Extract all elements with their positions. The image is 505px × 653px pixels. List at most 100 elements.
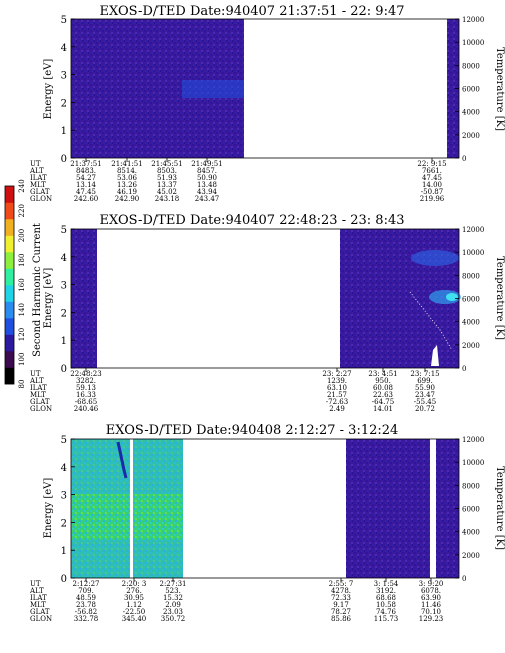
ephemeris-row-label: GLON [30,405,52,413]
ephemeris-value: 115.73 [374,615,399,623]
ephemeris-value: 8483. [76,167,96,175]
energy-tick-label: 1 [61,126,67,137]
ephemeris-value: -55.45 [414,398,436,406]
ephemeris-value: 16.33 [76,391,96,399]
ephemeris-value: 3: 1:54 [374,580,399,588]
panel-3-shade-top-2 [133,439,183,494]
ephemeris-value: 74.76 [376,608,397,616]
ephemeris-value: 13.26 [117,181,138,189]
colorbar-swatch [5,367,14,385]
temperature-tick-label: 6000 [462,296,480,304]
ephemeris-row-label: MLT [30,181,46,189]
ephemeris-value: 70.10 [421,608,441,616]
ephemeris-row-label: UT [30,580,41,588]
ephemeris-row-label: UT [30,160,41,168]
ephemeris-value: 243.18 [155,195,180,203]
ephemeris-value: 60.08 [373,384,393,392]
ephemeris-value: 3192. [376,587,396,595]
ephemeris-row-label: GLAT [30,188,50,196]
ephemeris-value: 2.09 [165,601,181,609]
ephemeris-value: 2:55: 7 [329,580,354,588]
ephemeris-value: 22: 9:15 [417,160,446,168]
temperature-tick-label: 10000 [462,459,484,467]
ephemeris-value: 8514. [117,167,137,175]
panel-1-y2label: Temperature [K] [494,47,505,131]
colorbar-swatches [5,186,14,385]
colorbar-tick-label: 220 [18,204,26,217]
ephemeris-value: 72.33 [331,594,351,602]
colorbar-swatch [5,301,14,319]
ephemeris-value: 10.58 [376,601,396,609]
ephemeris-value: 243.47 [195,195,220,203]
colorbar-swatch [5,252,14,269]
ephemeris-value: 276. [126,587,142,595]
ephemeris-value: 4278. [331,587,351,595]
ephemeris-value: 22:48:23 [70,370,101,378]
ephemeris-value: -22.50 [123,608,145,616]
ephemeris-value: 242.90 [115,195,140,203]
panel-2-data-band-1 [71,229,97,368]
ephemeris-value: 43.94 [197,188,218,196]
ephemeris-value: 1239. [327,377,347,385]
panel-1-title: EXOS-D/TED Date:940407 21:37:51 - 22: 9:… [100,4,405,19]
energy-tick-label: 3 [61,281,67,292]
ephemeris-value: -50.87 [421,188,443,196]
ephemeris-value: 23: 2:27 [322,370,351,378]
ephemeris-value: 13.14 [76,181,97,189]
ephemeris-value: 13.37 [157,181,177,189]
temperature-tick-label: 6000 [462,86,480,94]
panel-3-shade-bottom-1 [71,540,130,578]
panel-1-ephemeris: UTALTILATMLTGLATGLON21:37:518483.54.2713… [29,158,447,203]
panel-1-feature-band [182,80,244,98]
ephemeris-value: 21.57 [327,391,347,399]
temperature-tick-label: 12000 [462,436,484,444]
ephemeris-value: 13.48 [197,181,217,189]
ephemeris-value: 240.46 [74,405,99,413]
colorbar-tick-label: 180 [18,254,26,267]
ephemeris-value: 8503. [157,167,177,175]
ephemeris-value: 50.90 [197,174,217,182]
ephemeris-value: 22.63 [373,391,393,399]
temperature-tick-label: 12000 [462,226,484,234]
temperature-tick-label: 8000 [462,482,480,490]
ephemeris-value: 46.19 [117,188,137,196]
colorbar: 80 100 120 140 160 180 200 220 240 Second Harmon… [4,179,43,388]
panel-3-data-band-1 [71,439,130,578]
colorbar-swatch [5,219,14,236]
panel-3-data-band-2 [133,439,183,578]
colorbar-tick-label: 240 [18,179,26,192]
ephemeris-row-label: MLT [30,601,46,609]
colorbar-swatch [5,285,14,302]
panel-1: EXOS-D/TED Date:940407 21:37:51 - 22: 9:… [29,4,505,203]
colorbar-swatch [5,318,14,335]
temperature-tick-label: 4000 [462,109,480,117]
panel-1-yticks: 0 1 2 3 4 5 [61,15,75,165]
colorbar-tick-label: 160 [18,278,26,291]
ephemeris-row-label: GLON [30,615,52,623]
ephemeris-value: 59.13 [76,384,96,392]
ephemeris-value: 6078. [421,587,441,595]
ephemeris-value: 7661. [422,167,442,175]
ephemeris-value: 2:27:31 [160,580,187,588]
ephemeris-value: 23.47 [415,391,435,399]
energy-tick-label: 5 [61,225,67,236]
ephemeris-row-label: GLAT [30,608,50,616]
ephemeris-value: 78.27 [331,608,351,616]
panel-3-data-band-4 [436,439,459,578]
colorbar-tick-label: 200 [18,229,26,242]
ephemeris-value: 21:49:51 [191,160,222,168]
panel-3-data-band-3 [346,439,430,578]
panel-3-shade-bottom-2 [133,540,183,578]
ephemeris-value: 219.96 [420,195,445,203]
ephemeris-value: 11.46 [421,601,442,609]
panel-3-ylabel: Energy [eV] [43,478,54,539]
energy-tick-label: 5 [61,15,67,26]
ephemeris-value: 51.93 [157,174,177,182]
colorbar-swatch [5,186,14,203]
ephemeris-value: 15.32 [163,594,183,602]
ephemeris-value: 68.68 [376,594,396,602]
colorbar-label: Second Harmonic Current [32,223,43,357]
temperature-tick-label: 12000 [462,16,484,24]
temperature-tick-label: 6000 [462,506,480,514]
